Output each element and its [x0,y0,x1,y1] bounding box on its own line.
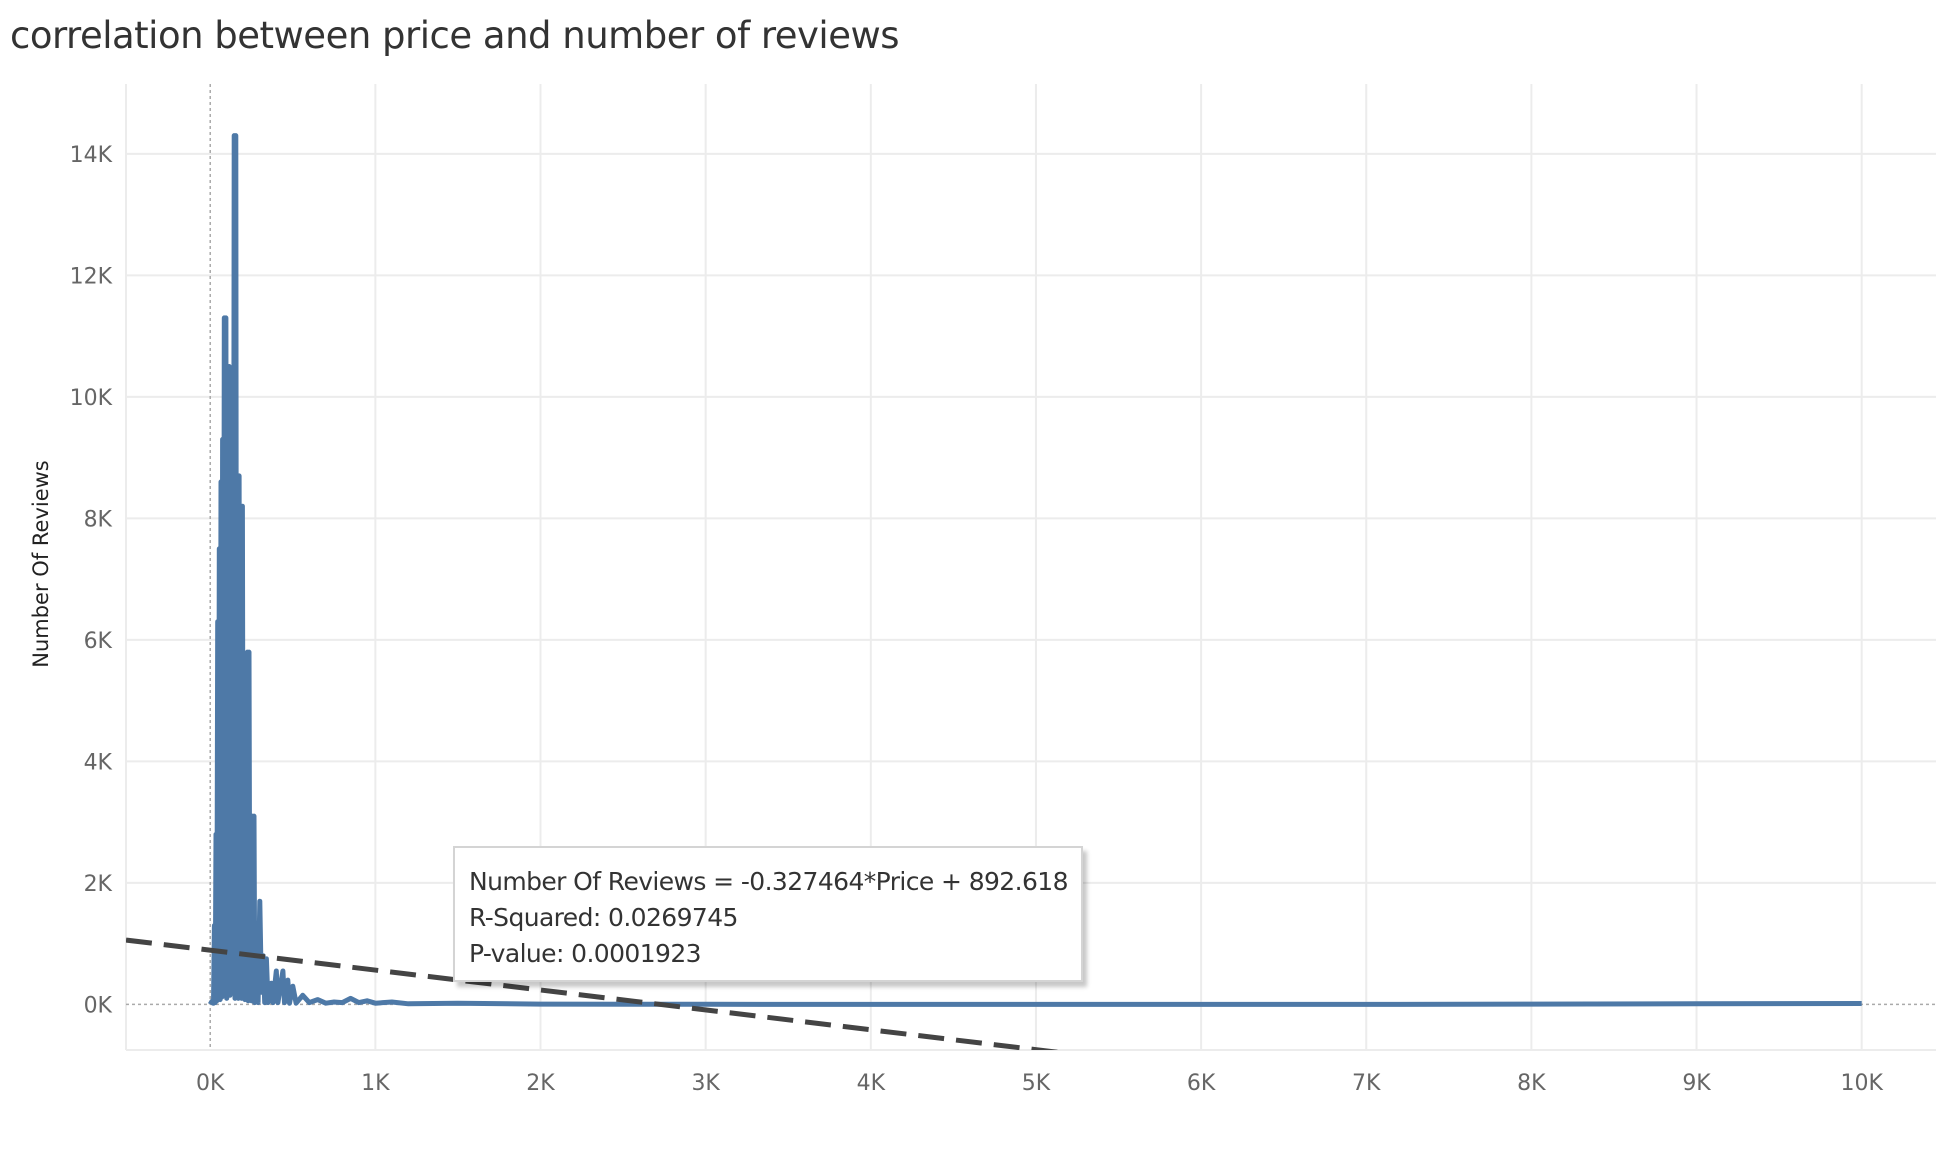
chart-title: correlation between price and number of … [10,14,900,57]
y-tick-label: 2K [84,872,113,897]
series-line[interactable] [208,133,1862,1007]
y-tick-label: 4K [84,750,113,775]
x-axis: 0K 1K 2K 3K 4K 5K 6K 7K 8K 9K 10K [196,1071,1883,1096]
x-tick-label: 10K [1840,1071,1883,1096]
y-axis: 0K 2K 4K 6K 8K 10K 12K 14K [70,143,113,1019]
x-tick-label: 8K [1517,1071,1546,1096]
gridlines [125,84,1936,1051]
y-tick-label: 8K [84,507,113,532]
y-tick-label: 0K [84,993,113,1018]
trend-tooltip: Number Of Reviews = -0.327464*Price + 89… [453,846,1083,982]
y-tick-label: 6K [84,629,113,654]
tooltip-p-value: P-value: 0.0001923 [469,939,702,968]
y-tick-label: 10K [70,386,113,411]
tooltip-equation: Number Of Reviews = -0.327464*Price + 89… [469,867,1068,896]
tooltip-r-squared: R-Squared: 0.0269745 [469,903,738,932]
x-tick-label: 4K [857,1071,886,1096]
x-tick-label: 0K [196,1071,225,1096]
x-tick-label: 2K [526,1071,555,1096]
y-tick-label: 14K [70,143,113,168]
x-tick-label: 9K [1682,1071,1711,1096]
x-tick-label: 7K [1352,1071,1381,1096]
x-tick-label: 6K [1187,1071,1216,1096]
y-tick-label: 12K [70,264,113,289]
x-tick-label: 1K [361,1071,390,1096]
x-tick-label: 5K [1022,1071,1051,1096]
y-axis-label: Number Of Reviews [29,460,53,668]
x-tick-label: 3K [691,1071,720,1096]
